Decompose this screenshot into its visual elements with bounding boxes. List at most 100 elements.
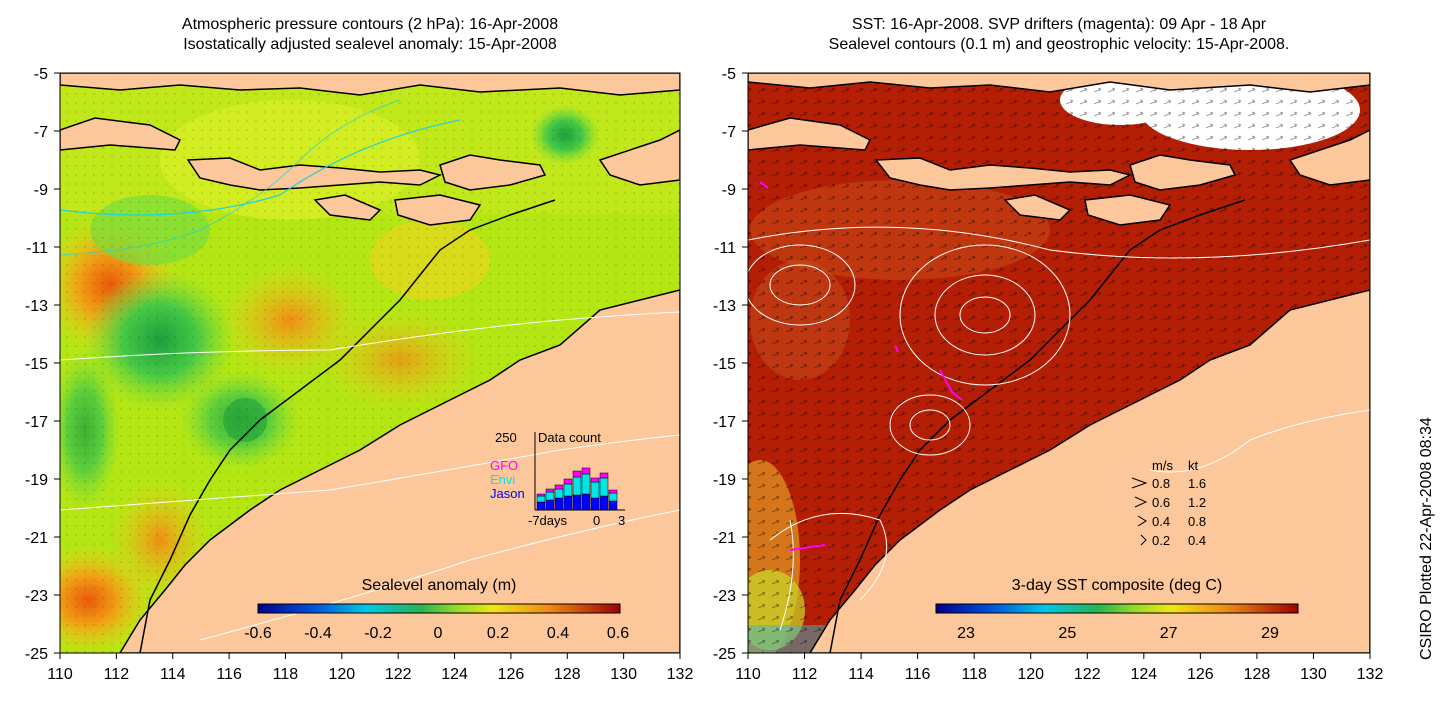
y-tick-label: -15 (713, 356, 736, 373)
svp-drifters (759, 181, 963, 551)
speed-ms: 0.4 (1152, 514, 1170, 529)
y-tick-label: -5 (34, 66, 48, 83)
y-tick-label: -7 (722, 124, 736, 141)
right-title-line2: Sealevel contours (0.1 m) and geostrophi… (828, 36, 1290, 53)
inset-bar (545, 491, 555, 501)
x-tick-label: 128 (1244, 666, 1271, 683)
inset-bar (536, 495, 546, 503)
y-tick-label: -13 (713, 298, 736, 315)
inset-legend-item: Jason (490, 486, 525, 501)
inset-bar (581, 473, 591, 495)
y-tick-label: -7 (34, 124, 48, 141)
sst-map (748, 73, 1370, 653)
x-tick-label: 120 (1017, 666, 1044, 683)
inset-bar (572, 470, 582, 478)
inset-xtick: 0 (593, 513, 600, 528)
left-axes: 110 112 114 116 118 120 122 124 126 128 130 132 -5 -7… (25, 66, 694, 683)
x-tick-label: 130 (1300, 666, 1327, 683)
y-tick-label: -17 (713, 414, 736, 431)
x-tick-label: 124 (1130, 666, 1157, 683)
inset-bar (581, 467, 591, 475)
speed-ms: 0.8 (1152, 476, 1170, 491)
x-tick-label: 120 (328, 666, 355, 683)
x-tick-label: 122 (385, 666, 412, 683)
inset-bar (572, 494, 582, 511)
left-colorbar-label: Sealevel anomaly (m) (362, 577, 517, 594)
colorbar-tick-label: -0.2 (364, 625, 392, 642)
speed-arrow-icon (1140, 534, 1147, 546)
land-north (60, 73, 680, 96)
speed-legend-header-ms: m/s (1152, 458, 1173, 473)
inset-bars (536, 467, 618, 511)
y-tick-label: -15 (25, 356, 48, 373)
left-title-line1: Atmospheric pressure contours (2 hPa): 1… (181, 16, 559, 33)
y-tick-label: -25 (713, 646, 736, 663)
x-tick-label: 118 (961, 666, 987, 683)
x-tick-label: 114 (160, 666, 186, 683)
x-tick-label: 112 (792, 666, 818, 683)
right-panel-title: SST: 16-Apr-2008. SVP drifters (magenta)… (748, 15, 1370, 55)
island-east (598, 129, 680, 186)
island-sumba (313, 194, 382, 221)
inset-bar (554, 484, 564, 490)
left-colorbar: Sealevel anomaly (m) -0.6 -0.4 -0.2 0 0.2 0.4… (244, 577, 629, 642)
credit-text: CSIRO Plotted 22-Apr-2008 08:34 (1418, 417, 1435, 660)
x-tick-label: 124 (441, 666, 468, 683)
inset-top-value: 250 (495, 430, 517, 445)
inset-xtick: 3 (618, 513, 625, 528)
pressure-contour (60, 311, 680, 361)
inset-bar (599, 477, 609, 497)
inset-title: Data count (538, 430, 601, 445)
y-tick-label: -13 (25, 298, 48, 315)
left-colorbar-scale (257, 603, 621, 614)
inset-bar (608, 492, 618, 502)
left-panel-title: Atmospheric pressure contours (2 hPa): 1… (60, 15, 680, 55)
y-tick-label: -23 (25, 588, 48, 605)
shelf-break-contour (829, 199, 1246, 653)
colorbar-tick-label: 29 (1261, 625, 1279, 642)
inset-bar (599, 472, 609, 479)
landmass (60, 73, 680, 653)
inset-bar (554, 497, 564, 511)
colorbar-tick-label: -0.4 (304, 625, 332, 642)
speed-legend: m/s kt 0.8 1.6 0.6 1.2 0.4 0.8 0.2 0.4 (1131, 458, 1206, 548)
x-tick-label: 110 (47, 666, 73, 683)
colorbar-tick-label: 23 (957, 625, 975, 642)
speed-kt: 1.6 (1188, 476, 1206, 491)
inset-bar (590, 481, 600, 499)
y-tick-label: -25 (25, 646, 48, 663)
shelf-break-contour (139, 199, 556, 653)
inset-xtick: -7days (528, 513, 568, 528)
australia-mainland (119, 289, 680, 653)
inset-legend-item: GFO (490, 458, 518, 473)
y-tick-label: -21 (713, 530, 736, 547)
island-java (60, 117, 182, 151)
inset-bar (581, 493, 591, 511)
australia-mainland (809, 289, 1370, 653)
inset-bar (590, 497, 600, 511)
colorbar-tick-label: 0 (434, 625, 443, 642)
right-colorbar-label: 3-day SST composite (deg C) (1012, 577, 1222, 594)
y-tick-label: -23 (713, 588, 736, 605)
y-tick-label: -21 (25, 530, 48, 547)
colorbar-tick-label: -0.6 (244, 625, 272, 642)
speed-arrow-icon (1131, 477, 1148, 489)
y-tick-label: -9 (34, 182, 48, 199)
inset-legend-item: Envi (490, 472, 515, 487)
colorbar-tick-label: 0.6 (607, 625, 629, 642)
x-tick-label: 110 (735, 666, 761, 683)
y-tick-label: -9 (722, 182, 736, 199)
island-timor (394, 194, 482, 226)
x-tick-label: 116 (216, 666, 242, 683)
speed-ms: 0.6 (1152, 495, 1170, 510)
x-tick-label: 118 (273, 666, 299, 683)
x-tick-label: 112 (104, 666, 130, 683)
sealevel-anomaly-map (60, 73, 680, 653)
inset-bar (608, 500, 618, 511)
speed-ms: 0.2 (1152, 533, 1170, 548)
speed-arrow-icon (1137, 515, 1147, 527)
speed-legend-header-kt: kt (1188, 458, 1199, 473)
sealevel-contours (748, 226, 1370, 631)
x-tick-label: 132 (667, 666, 694, 683)
x-tick-label: 122 (1074, 666, 1101, 683)
